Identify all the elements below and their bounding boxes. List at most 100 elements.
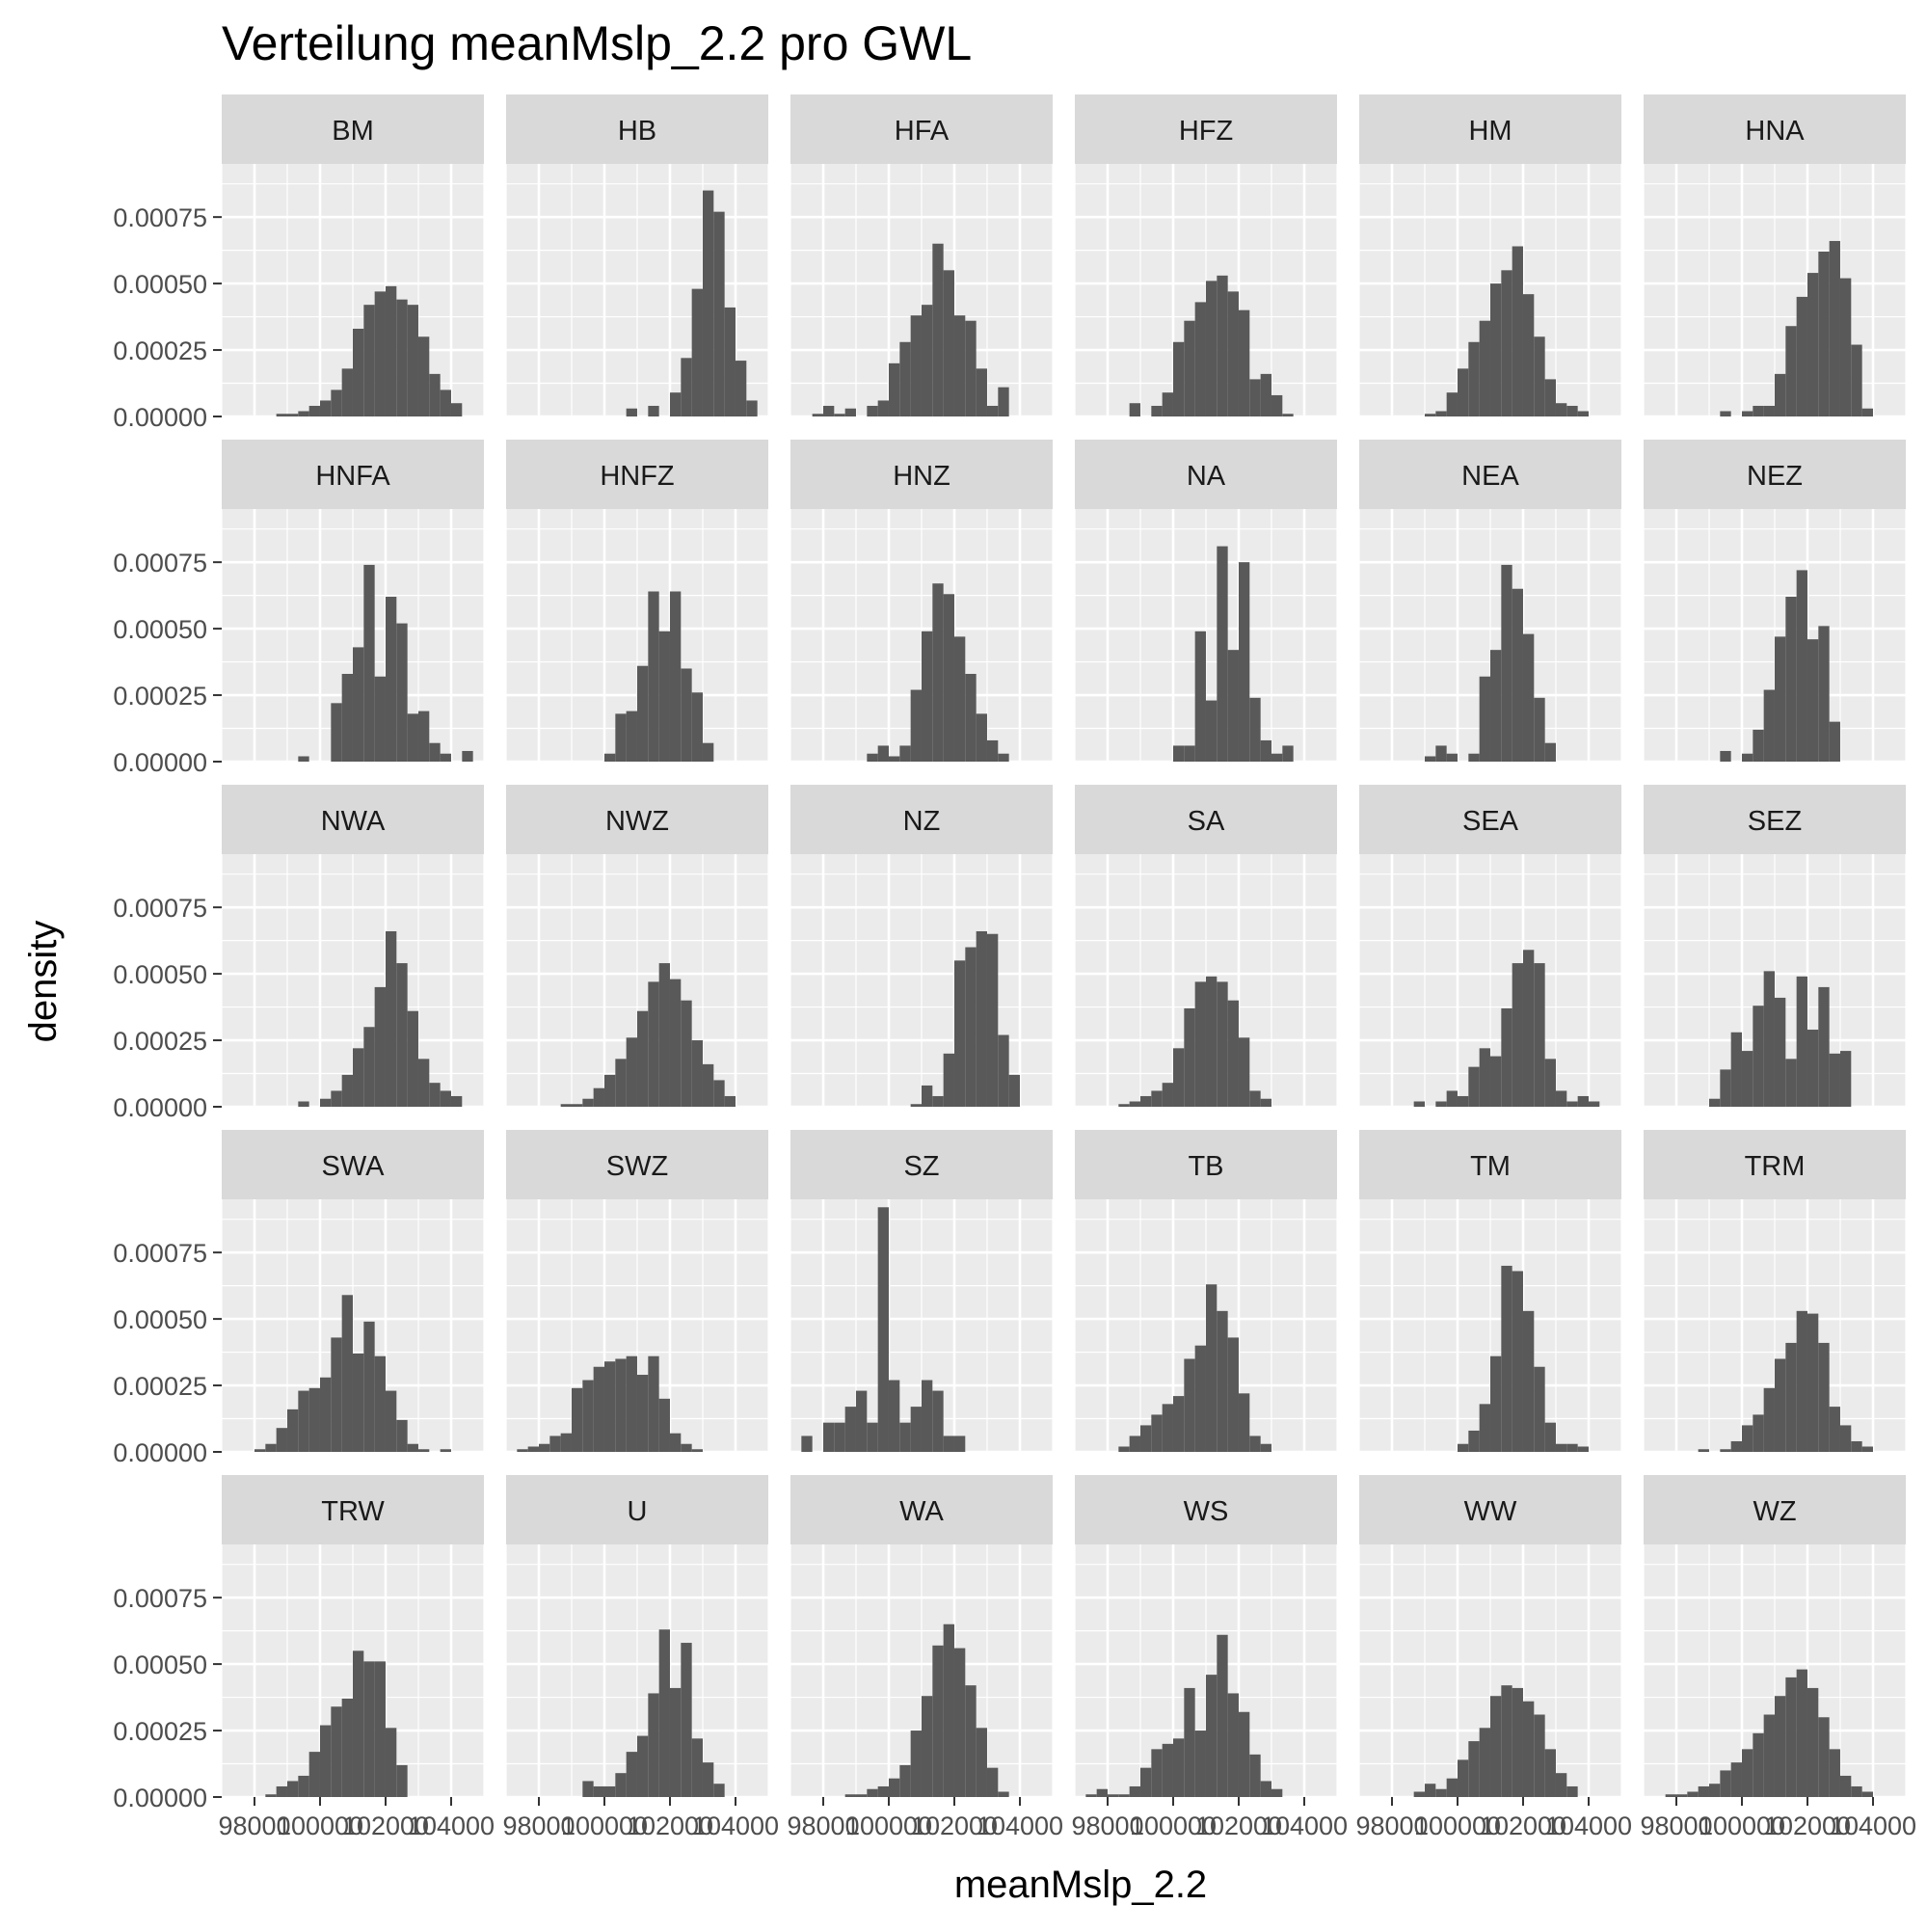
histogram-bar bbox=[953, 1436, 966, 1452]
histogram-bar bbox=[986, 405, 999, 416]
x-tick-label: 102000 bbox=[1764, 1811, 1851, 1840]
histogram-bar bbox=[1534, 1714, 1545, 1797]
histogram-bar bbox=[953, 636, 966, 762]
histogram-bar bbox=[352, 1353, 364, 1452]
x-tick-label: 100000 bbox=[561, 1811, 648, 1840]
histogram-bar bbox=[517, 1449, 528, 1452]
histogram-bar bbox=[669, 392, 682, 416]
histogram-bar bbox=[899, 341, 911, 416]
histogram-bar bbox=[352, 1048, 364, 1107]
histogram-bar bbox=[298, 756, 309, 762]
histogram-bar bbox=[1446, 1090, 1458, 1107]
histogram-bar bbox=[1501, 1265, 1512, 1452]
histogram-bar bbox=[1730, 1440, 1742, 1452]
histogram-bar bbox=[724, 1095, 736, 1107]
histogram-bar bbox=[385, 285, 397, 416]
histogram-bar bbox=[1851, 344, 1862, 416]
histogram-bar bbox=[1424, 1784, 1436, 1797]
histogram-bar bbox=[658, 1398, 670, 1452]
histogram-bar bbox=[1501, 564, 1512, 762]
histogram-bar bbox=[374, 291, 386, 416]
facet-strip bbox=[1075, 440, 1337, 509]
histogram-bar bbox=[341, 1698, 353, 1797]
histogram-bar bbox=[1829, 1407, 1840, 1452]
facet-strip-label: SWA bbox=[322, 1151, 386, 1182]
histogram-bar bbox=[1457, 1759, 1469, 1797]
histogram-bar bbox=[801, 1436, 813, 1452]
histogram-bar bbox=[374, 1355, 386, 1452]
histogram-bar bbox=[953, 1648, 966, 1797]
histogram-bar bbox=[867, 405, 878, 416]
facet-strip-label: BM bbox=[332, 116, 374, 147]
histogram-bar bbox=[298, 1390, 309, 1452]
histogram-bar bbox=[1544, 379, 1556, 416]
histogram-bar bbox=[1107, 1794, 1119, 1797]
histogram-bar bbox=[1818, 986, 1830, 1107]
histogram-bar bbox=[396, 1764, 408, 1797]
histogram-bar bbox=[1807, 1030, 1819, 1107]
histogram-bar bbox=[1172, 1396, 1185, 1452]
histogram-bar bbox=[429, 742, 441, 762]
histogram-bar bbox=[932, 1645, 944, 1797]
histogram-bar bbox=[691, 1738, 703, 1797]
histogram-bar bbox=[1829, 1749, 1840, 1797]
histogram-bar bbox=[1522, 1310, 1535, 1452]
histogram-bar bbox=[921, 631, 933, 762]
facet-strip-label: HNA bbox=[1745, 116, 1805, 147]
histogram-bar bbox=[1785, 597, 1797, 762]
facet-panel: BM 0.00000 0.00025 0.00050 0.00075 bbox=[113, 94, 485, 432]
facet-strip-label: WS bbox=[1184, 1496, 1229, 1527]
histogram-bar bbox=[1698, 1785, 1709, 1797]
histogram-bar bbox=[298, 1775, 309, 1797]
x-tick-label: 98000 bbox=[1640, 1811, 1712, 1840]
facet-strip bbox=[1359, 440, 1621, 509]
histogram-bar bbox=[1249, 379, 1261, 416]
histogram-bar bbox=[888, 1380, 900, 1452]
histogram-bar bbox=[363, 1661, 375, 1797]
facet-strip bbox=[506, 94, 768, 164]
histogram-bar bbox=[976, 713, 987, 762]
facet-strip-label: SEA bbox=[1462, 806, 1519, 837]
facet-strip-label: NEA bbox=[1461, 461, 1519, 492]
histogram-bar bbox=[1238, 1037, 1250, 1107]
histogram-bar bbox=[1753, 1732, 1764, 1797]
histogram-bar bbox=[1260, 1443, 1271, 1452]
histogram-bar bbox=[1238, 309, 1250, 416]
histogram-bar bbox=[681, 358, 692, 416]
histogram-bar bbox=[626, 1752, 637, 1797]
y-tick-label: 0.00000 bbox=[113, 1093, 207, 1122]
facet-panel: NA bbox=[1074, 440, 1338, 764]
facet-strip bbox=[506, 1130, 768, 1199]
facet-strip-label: NWZ bbox=[605, 806, 669, 837]
histogram-bar bbox=[658, 631, 670, 762]
facet-strip bbox=[1644, 1130, 1906, 1199]
histogram-bar bbox=[1151, 1749, 1163, 1797]
histogram-bar bbox=[1184, 1687, 1195, 1797]
histogram-bar bbox=[1479, 1728, 1490, 1797]
histogram-bar bbox=[1555, 1443, 1567, 1452]
y-tick-label: 0.00025 bbox=[113, 1717, 207, 1746]
histogram-bar bbox=[352, 328, 364, 416]
histogram-bar bbox=[1217, 1310, 1228, 1452]
chart-title: Verteilung meanMslp_2.2 pro GWL bbox=[222, 16, 972, 70]
histogram-bar bbox=[1139, 1425, 1152, 1452]
histogram-bar bbox=[636, 1375, 649, 1452]
facet-strip bbox=[790, 94, 1053, 164]
histogram-bar bbox=[867, 753, 878, 762]
facet-strip-label: HFA bbox=[895, 116, 950, 147]
histogram-bar bbox=[1260, 1781, 1271, 1797]
histogram-bar bbox=[1774, 373, 1786, 416]
histogram-bar bbox=[1129, 1101, 1140, 1107]
histogram-bar bbox=[450, 1095, 463, 1107]
facet-strip-label: NEZ bbox=[1747, 461, 1803, 492]
histogram-bar bbox=[998, 753, 1009, 762]
y-tick-label: 0.00075 bbox=[113, 894, 207, 923]
histogram-bar bbox=[1151, 405, 1163, 416]
histogram-bar bbox=[1796, 1310, 1807, 1452]
facet-panel: HB bbox=[505, 94, 769, 418]
facet-strip bbox=[1359, 1130, 1621, 1199]
histogram-bar bbox=[1468, 1741, 1480, 1797]
facet-panel: SEZ bbox=[1643, 785, 1907, 1109]
facet-strip bbox=[790, 1475, 1053, 1544]
histogram-bar bbox=[385, 1390, 397, 1452]
